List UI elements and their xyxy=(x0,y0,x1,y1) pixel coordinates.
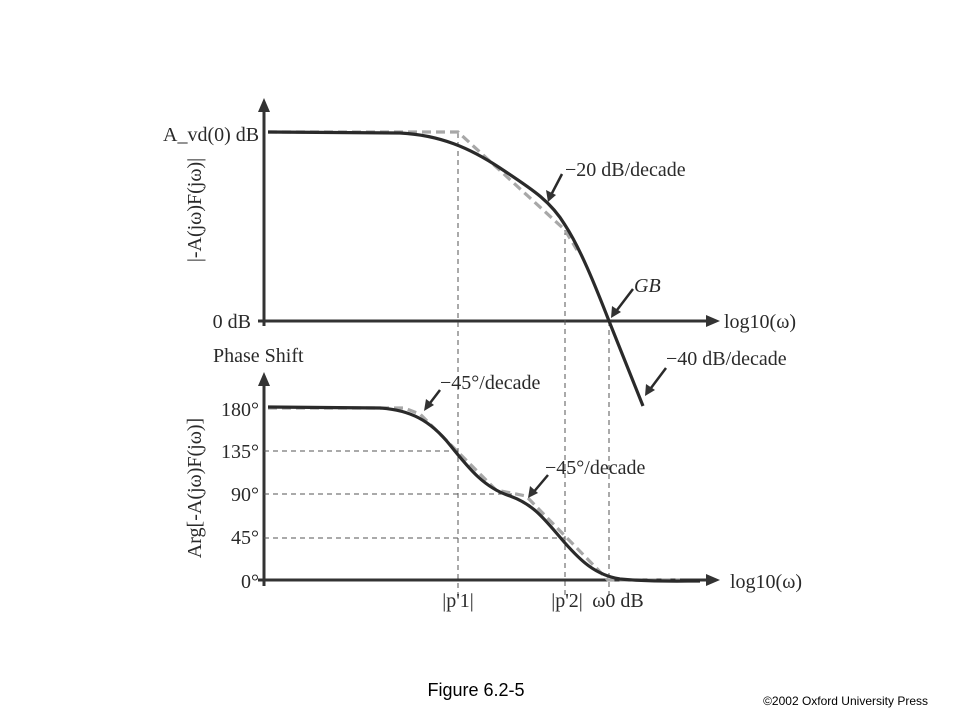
phase-curve xyxy=(267,405,701,583)
slope-20-label: −20 dB/decade xyxy=(565,159,686,181)
y-tick-0: 0° xyxy=(241,571,259,593)
y-tick-180: 180° xyxy=(221,399,259,421)
gb-arrowhead xyxy=(611,306,621,318)
y-tick-90: 90° xyxy=(231,484,259,506)
phase-y-label: Arg[-A(jω)F(jω)] xyxy=(184,418,206,558)
slope-40-label: −40 dB/decade xyxy=(666,348,787,370)
x-mark-w0db: ω0 dB xyxy=(592,590,644,612)
magnitude-curve xyxy=(267,130,645,407)
magnitude-asymptote xyxy=(268,130,579,251)
y-tick-135: 135° xyxy=(221,441,259,463)
phase-title: Phase Shift xyxy=(213,345,304,367)
slope-20-arrowhead xyxy=(546,190,556,202)
phase-slope2-label: −45°/decade xyxy=(545,457,645,479)
phase-x-label: log10(ω) xyxy=(730,571,802,593)
magnitude-x-label: log10(ω) xyxy=(724,311,796,333)
phase-plot: Phase Shift 180° 135° 90° 45° 0° Arg[-A(… xyxy=(184,345,802,612)
x-mark-p2: |p'2| xyxy=(551,590,583,612)
y-tick-avd0: A_vd(0) dB xyxy=(163,124,259,146)
magnitude-plot: A_vd(0) dB 0 dB |-A(jω)F(jω)| log10(ω) −… xyxy=(163,98,796,596)
slope-40-arrowhead xyxy=(645,384,655,396)
copyright-notice: ©2002 Oxford University Press xyxy=(763,694,928,708)
phase-x-axis-arrow xyxy=(706,574,720,586)
phase-y-axis-arrow xyxy=(258,372,270,386)
phase-slope1-label: −45°/decade xyxy=(440,372,540,394)
magnitude-y-label: |-A(jω)F(jω)| xyxy=(184,158,206,262)
phase-slope2-arrowhead xyxy=(528,486,538,498)
y-tick-0db: 0 dB xyxy=(213,311,251,333)
magnitude-y-axis-arrow xyxy=(258,98,270,112)
gb-label: GB xyxy=(634,275,661,297)
magnitude-x-axis-arrow xyxy=(706,315,720,327)
y-tick-45: 45° xyxy=(231,527,259,549)
figure-caption: Figure 6.2-5 xyxy=(427,680,524,700)
phase-slope1-arrowhead xyxy=(424,399,434,411)
x-mark-p1: |p'1| xyxy=(442,590,474,612)
